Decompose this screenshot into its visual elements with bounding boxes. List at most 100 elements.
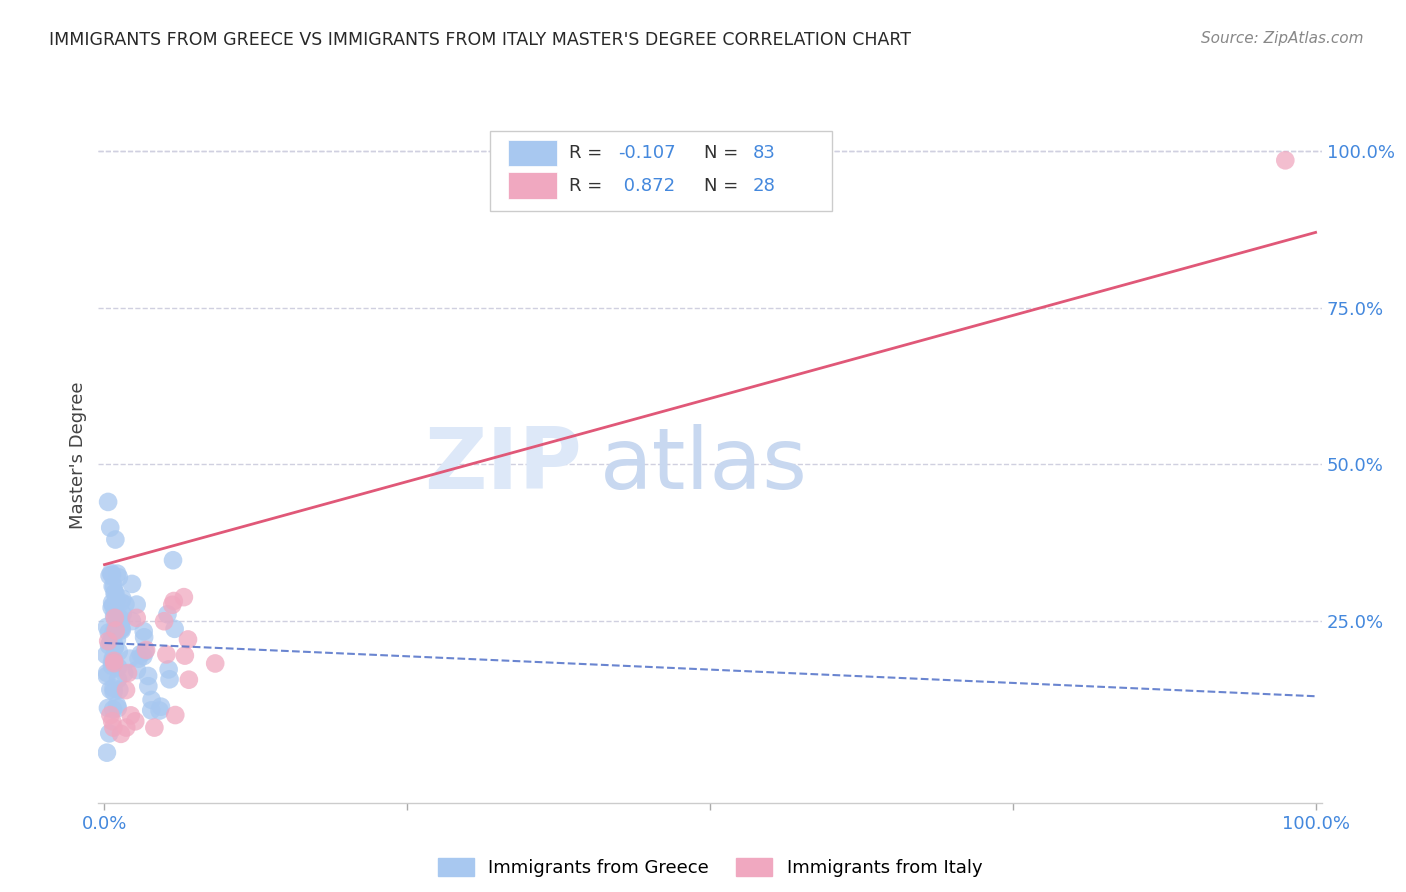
Point (100, 566, 122, 580)
Point (97, 625, 120, 640)
Point (97, 634, 120, 648)
Point (100, 635, 122, 649)
Point (97, 495, 120, 509)
Point (110, 595, 132, 609)
Point (173, 648, 195, 663)
Point (134, 644, 156, 658)
Point (103, 586, 125, 600)
Point (98, 568, 121, 582)
Point (132, 624, 155, 639)
Point (107, 660, 129, 674)
Point (103, 608, 125, 623)
Text: R =: R = (569, 177, 609, 194)
Point (96, 746, 118, 760)
Point (107, 673, 129, 687)
Point (101, 628, 124, 642)
Point (112, 666, 135, 681)
Point (153, 614, 176, 628)
Point (118, 651, 141, 665)
Point (105, 566, 128, 581)
Point (125, 598, 148, 612)
Y-axis label: Master's Degree: Master's Degree (69, 381, 87, 529)
Point (101, 596, 124, 610)
Point (104, 533, 127, 547)
Point (159, 673, 181, 687)
Point (103, 654, 125, 668)
Text: IMMIGRANTS FROM GREECE VS IMMIGRANTS FROM ITALY MASTER'S DEGREE CORRELATION CHAR: IMMIGRANTS FROM GREECE VS IMMIGRANTS FRO… (49, 31, 911, 49)
Point (177, 632, 200, 647)
Point (157, 662, 180, 676)
Text: 83: 83 (752, 144, 776, 162)
Point (128, 651, 150, 665)
Point (129, 647, 152, 661)
Point (101, 656, 124, 670)
Point (101, 651, 124, 665)
Point (100, 600, 122, 615)
Point (141, 703, 163, 717)
Point (103, 628, 125, 642)
Point (94, 648, 117, 662)
Point (105, 593, 128, 607)
Point (108, 682, 131, 697)
Point (132, 649, 155, 664)
Point (98, 639, 121, 653)
Point (111, 607, 134, 621)
Point (117, 666, 139, 681)
Point (120, 708, 142, 723)
Point (115, 683, 138, 698)
Point (104, 624, 127, 638)
Legend: Immigrants from Greece, Immigrants from Italy: Immigrants from Greece, Immigrants from … (430, 850, 990, 884)
Point (108, 611, 131, 625)
Point (103, 580, 125, 594)
Point (155, 648, 177, 662)
Point (104, 605, 127, 619)
Text: -0.107: -0.107 (619, 144, 676, 162)
Point (96, 620, 118, 634)
Point (177, 673, 200, 687)
Bar (508, 172, 557, 199)
Point (100, 708, 122, 723)
Point (98, 682, 121, 697)
Point (173, 590, 195, 604)
Point (107, 701, 129, 715)
Point (121, 577, 143, 591)
Point (149, 699, 172, 714)
Point (136, 679, 159, 693)
Point (125, 611, 148, 625)
Point (107, 645, 129, 659)
Point (103, 634, 125, 648)
Point (110, 622, 132, 636)
Point (103, 624, 125, 638)
Point (134, 630, 156, 644)
Point (135, 643, 157, 657)
Point (104, 611, 127, 625)
Point (96, 665, 118, 680)
Point (110, 615, 132, 629)
Point (1274, 153, 1296, 168)
Point (141, 693, 163, 707)
Point (165, 708, 187, 723)
Point (101, 599, 124, 613)
Text: N =: N = (704, 177, 744, 194)
Point (97, 701, 120, 715)
Point (204, 657, 226, 671)
Point (105, 698, 128, 713)
Point (104, 586, 127, 600)
Point (104, 595, 127, 609)
Point (103, 652, 125, 666)
Point (121, 614, 143, 628)
Point (125, 663, 148, 677)
FancyBboxPatch shape (489, 131, 832, 211)
Point (96, 669, 118, 683)
Point (136, 669, 159, 683)
Point (103, 721, 125, 735)
Point (163, 622, 186, 636)
Text: ZIP: ZIP (423, 424, 582, 507)
Point (103, 656, 125, 670)
Point (162, 553, 184, 567)
Point (162, 598, 184, 612)
Point (98, 520, 121, 534)
Point (110, 727, 132, 741)
Point (114, 598, 136, 612)
Point (104, 640, 127, 654)
